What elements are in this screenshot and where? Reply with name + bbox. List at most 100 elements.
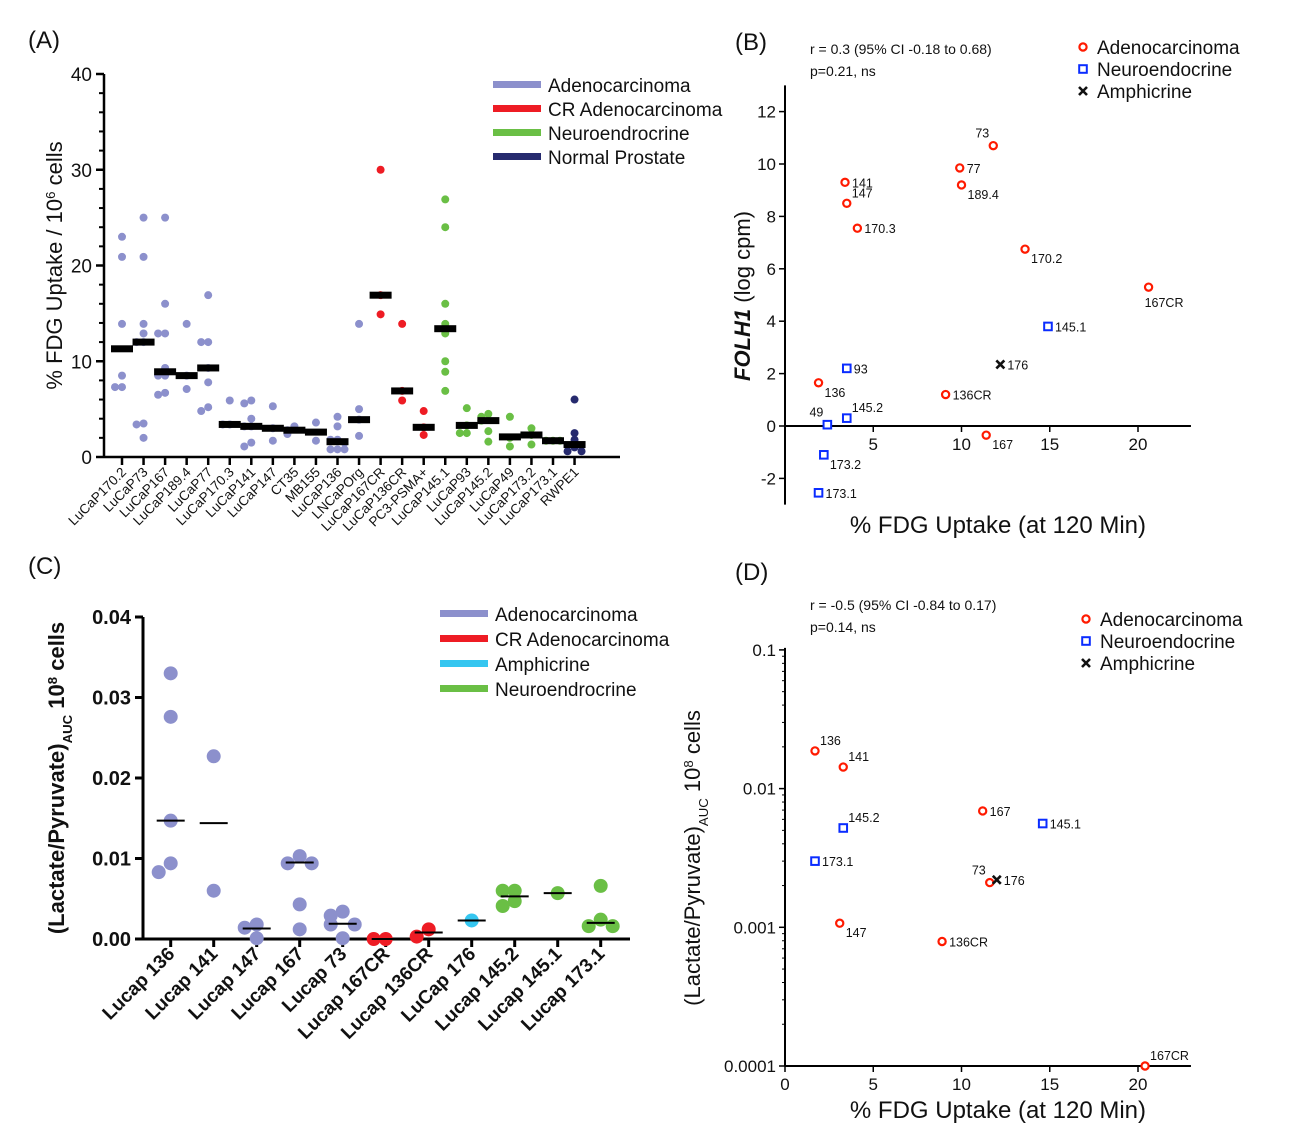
y-tick-label: 6 bbox=[767, 260, 776, 279]
y-tick-label: 10 bbox=[757, 155, 776, 174]
data-point bbox=[495, 883, 510, 898]
data-point: 176 bbox=[991, 874, 1025, 888]
label-part: AUC bbox=[60, 714, 75, 743]
point-label: 176 bbox=[1007, 358, 1028, 372]
point-label: 170.2 bbox=[1031, 252, 1062, 266]
data-point bbox=[247, 396, 256, 405]
data-point: 173.1 bbox=[810, 855, 853, 869]
point-label: 136 bbox=[825, 386, 846, 400]
y-axis-label: FOLH1 (log cpm) bbox=[730, 211, 755, 381]
data-point bbox=[132, 420, 141, 429]
stats-text: r = -0.5 (95% CI -0.84 to 0.17) bbox=[810, 597, 996, 613]
square-marker bbox=[810, 856, 820, 866]
y-tick-label: 0.03 bbox=[92, 688, 131, 710]
data-point bbox=[161, 388, 170, 397]
data-point: 93 bbox=[841, 362, 868, 376]
data-point bbox=[398, 319, 407, 328]
data-point bbox=[118, 319, 126, 328]
x-axis-label: % FDG Uptake (at 120 Min) bbox=[850, 512, 1146, 539]
point-label: 136CR bbox=[949, 935, 988, 949]
data-point: 147 bbox=[842, 186, 873, 208]
square-marker bbox=[841, 363, 852, 374]
y-tick-label: -2 bbox=[761, 469, 776, 488]
circle-marker bbox=[852, 223, 863, 233]
square-marker bbox=[838, 823, 849, 833]
y-tick-label: 0 bbox=[767, 417, 776, 436]
x-tick-label: 10 bbox=[952, 435, 971, 454]
panel-b: (B) 5 10 15 20 -2 0 2 4 6 8 10 12 % FDG Uptake (at 12… bbox=[730, 29, 1240, 539]
cross-marker bbox=[995, 359, 1006, 370]
median-bar bbox=[283, 426, 306, 434]
median-bar bbox=[154, 368, 177, 376]
data-point bbox=[204, 403, 213, 412]
data-point: 176 bbox=[995, 358, 1028, 372]
data-point bbox=[355, 319, 364, 328]
x-tick-label: 5 bbox=[869, 1075, 878, 1094]
median-bar bbox=[520, 431, 543, 439]
circle-marker bbox=[810, 746, 820, 756]
data-point: 145.2 bbox=[841, 401, 883, 423]
data-point bbox=[163, 709, 178, 724]
point-label: 145.1 bbox=[1050, 818, 1081, 832]
circle-marker bbox=[813, 378, 824, 388]
y-tick-label: 4 bbox=[767, 312, 776, 331]
label-part: 10 bbox=[44, 684, 69, 715]
point-label: 145.1 bbox=[1055, 320, 1086, 334]
legend-cross-icon bbox=[1081, 658, 1091, 668]
data-point bbox=[240, 399, 249, 408]
point-label: 136CR bbox=[953, 389, 992, 403]
y-tick-label: 2 bbox=[767, 365, 776, 384]
data-point bbox=[249, 931, 264, 946]
median-bar bbox=[240, 422, 263, 430]
square-marker bbox=[819, 450, 829, 460]
data-point bbox=[593, 912, 608, 927]
data-point bbox=[311, 436, 320, 445]
square-marker bbox=[841, 413, 852, 423]
point-label: 170.3 bbox=[864, 222, 895, 236]
data-point: 170.2 bbox=[1020, 244, 1062, 266]
data-point bbox=[570, 429, 579, 438]
point-label: 73 bbox=[975, 127, 989, 141]
circle-marker bbox=[955, 163, 965, 173]
data-point: 73 bbox=[975, 127, 998, 151]
data-point bbox=[139, 329, 148, 338]
label-part: (log cpm) bbox=[730, 211, 755, 309]
point-label: 93 bbox=[854, 362, 868, 376]
data-point: 147 bbox=[835, 918, 867, 940]
data-point bbox=[292, 897, 307, 912]
data-point bbox=[206, 749, 221, 764]
y-tick-label: 0.00 bbox=[92, 929, 131, 951]
x-tick-label: 10 bbox=[952, 1075, 971, 1094]
panel-letter: (D) bbox=[735, 559, 768, 586]
panel-c: (C) 0.00 0.01 0.02 0.03 0.04 (Lactate/Pyruvate… bbox=[28, 553, 670, 1044]
data-point bbox=[247, 414, 256, 423]
data-point bbox=[441, 299, 450, 308]
label-part: FOLH1 bbox=[730, 309, 755, 381]
data-point bbox=[505, 412, 514, 421]
y-tick-label: 0.02 bbox=[92, 768, 131, 790]
square-marker bbox=[813, 488, 824, 498]
data-point bbox=[204, 338, 213, 347]
data-point bbox=[441, 367, 450, 376]
data-point bbox=[206, 883, 221, 898]
data-point bbox=[333, 422, 342, 431]
circle-marker bbox=[981, 430, 991, 440]
legend-label: Adenocarcinoma bbox=[1097, 38, 1240, 59]
data-point bbox=[204, 378, 213, 387]
data-point bbox=[197, 407, 206, 416]
panel-letter: (A) bbox=[28, 27, 60, 54]
data-point bbox=[154, 390, 163, 399]
square-marker bbox=[1043, 321, 1053, 332]
median-bar bbox=[261, 424, 284, 432]
median-bar bbox=[369, 291, 392, 299]
median-bar bbox=[391, 387, 414, 395]
label-part: 6 bbox=[43, 192, 58, 199]
point-label: 141 bbox=[848, 750, 869, 764]
data-point: 189.4 bbox=[956, 180, 999, 202]
data-point bbox=[161, 213, 170, 222]
data-point: 73 bbox=[972, 864, 995, 888]
data-point bbox=[441, 386, 450, 395]
legend-label: Amphicrine bbox=[495, 655, 590, 676]
data-point: 170.3 bbox=[852, 222, 896, 236]
